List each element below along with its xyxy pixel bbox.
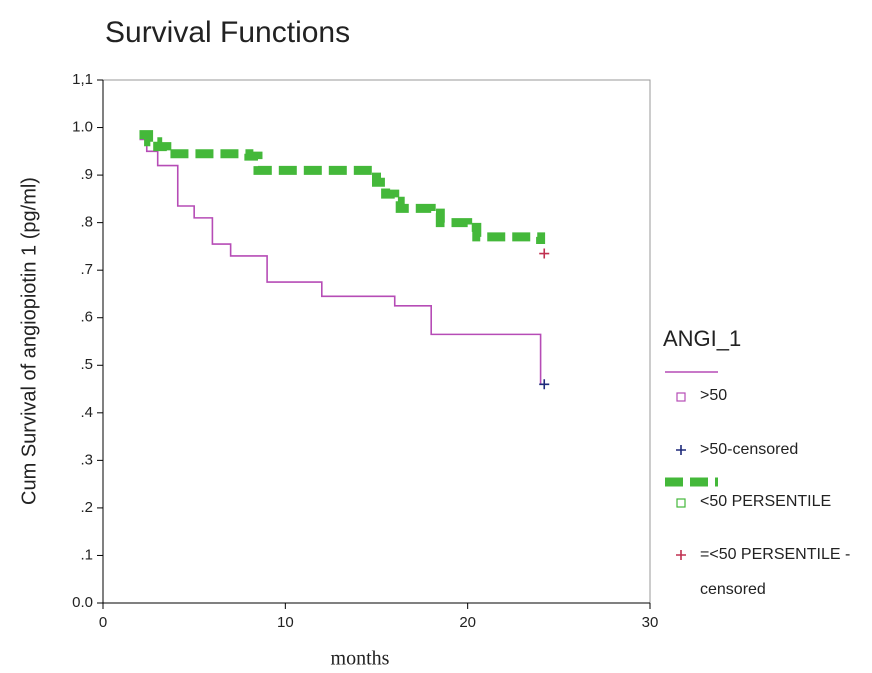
y-tick-label: .7	[80, 261, 93, 278]
survival-line	[139, 138, 542, 385]
y-tick-label: 0.0	[72, 594, 93, 611]
chart-title: Survival Functions	[105, 16, 350, 49]
y-tick-label: .2	[80, 499, 93, 516]
y-tick-label: .5	[80, 356, 93, 373]
y-tick-label: .1	[80, 546, 93, 563]
plot-frame	[102, 79, 651, 604]
legend-swatch	[676, 498, 686, 508]
y-tick-label: .9	[80, 166, 93, 183]
y-tick-label: 1.0	[72, 119, 93, 136]
y-tick-label: .3	[80, 451, 93, 468]
x-tick-label: 30	[642, 614, 659, 631]
y-axis-label: Cum Survival of angiopiotin 1 (pg/ml)	[18, 177, 40, 505]
y-tick-label: .4	[80, 404, 93, 421]
y-tick-label: .8	[80, 214, 93, 231]
legend-swatch	[676, 392, 686, 402]
legend-label: >50	[700, 387, 728, 404]
x-axis-label: months	[331, 648, 390, 670]
censor-mark	[539, 379, 550, 390]
x-tick-label: 10	[277, 614, 294, 631]
legend-label: =<50 PERSENTILE -censored	[700, 546, 851, 598]
legend-title: ANGI_1	[663, 326, 742, 351]
legend-label: >50-censored	[700, 441, 799, 458]
legend-marker	[676, 550, 686, 560]
x-tick-label: 20	[459, 614, 476, 631]
y-tick-label: .6	[80, 309, 93, 326]
legend-marker	[676, 445, 686, 455]
survival-line	[139, 130, 546, 245]
x-tick-label: 0	[99, 614, 107, 631]
censor-mark	[539, 248, 550, 259]
y-tick-label: 1,1	[72, 71, 93, 88]
legend-label: <50 PERSENTILE	[700, 493, 832, 510]
